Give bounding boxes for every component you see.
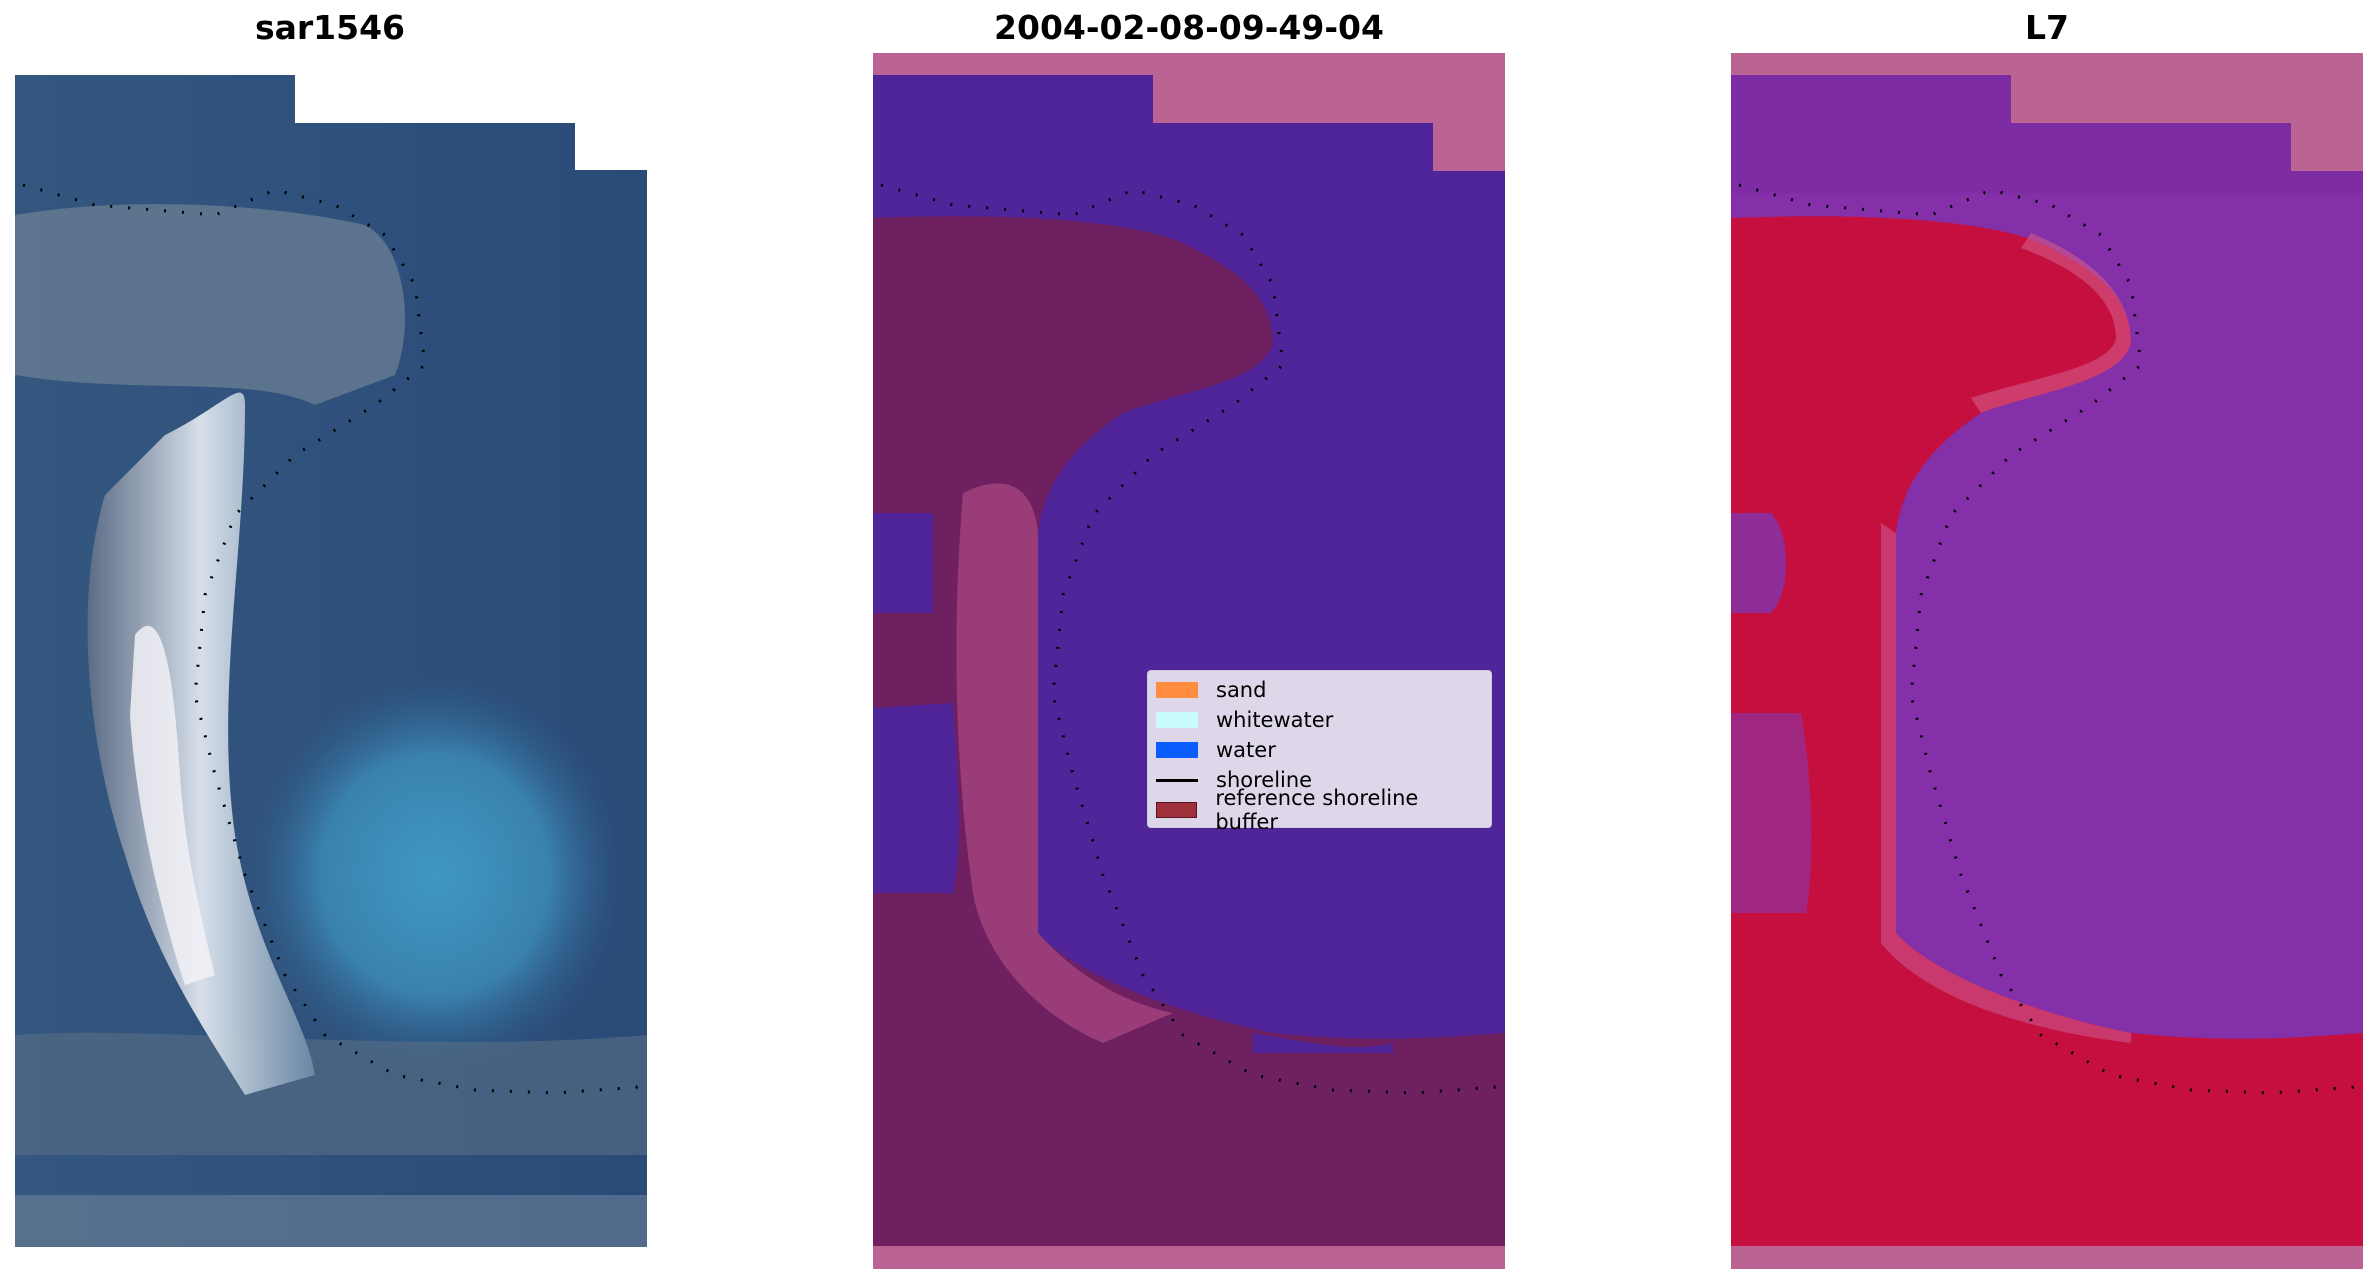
panel-title-rgb: sar1546 xyxy=(254,8,406,47)
index-image xyxy=(1731,53,2363,1269)
legend-label: shoreline xyxy=(1216,768,1313,792)
legend-swatch-sand xyxy=(1156,682,1198,698)
shoreline-classified xyxy=(880,183,1499,1095)
legend-item-shoreline: shoreline xyxy=(1156,765,1483,795)
rgb-image xyxy=(15,75,647,1247)
panel-title-date: 2004-02-08-09-49-04 xyxy=(994,8,1384,47)
legend-swatch-water xyxy=(1156,742,1198,758)
map-legend: sand whitewater water shoreline referenc… xyxy=(1147,670,1492,834)
legend-label: sand xyxy=(1216,678,1267,702)
legend-swatch-whitewater xyxy=(1156,712,1198,728)
legend-item-whitewater: whitewater xyxy=(1156,705,1483,735)
panel-title-satellite: L7 xyxy=(2025,8,2069,47)
classified-image xyxy=(873,53,1505,1269)
legend-item-buffer: reference shoreline buffer xyxy=(1156,786,1483,834)
shoreline-rgb xyxy=(22,183,641,1095)
legend-label: reference shoreline buffer xyxy=(1215,786,1419,834)
legend-label: whitewater xyxy=(1216,708,1334,732)
legend-line-shoreline xyxy=(1156,778,1198,782)
legend-item-sand: sand xyxy=(1156,675,1483,705)
legend-item-water: water xyxy=(1156,735,1483,765)
legend-swatch-buffer xyxy=(1156,802,1198,818)
shoreline-index xyxy=(1738,183,2357,1095)
legend-label: water xyxy=(1216,738,1276,762)
